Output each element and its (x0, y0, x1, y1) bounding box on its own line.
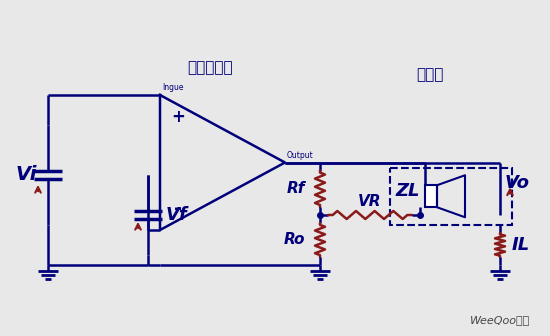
Text: VR: VR (358, 194, 382, 209)
Bar (390, 168, 512, 225)
Text: -: - (174, 199, 182, 217)
Text: 扬声器: 扬声器 (416, 68, 444, 83)
Text: +: + (171, 108, 185, 126)
Text: 功率放大器: 功率放大器 (187, 60, 233, 76)
Text: Vi: Vi (15, 166, 37, 184)
Bar (425, 185, 437, 207)
Text: Vo: Vo (505, 173, 530, 192)
Text: Ro: Ro (283, 233, 305, 248)
Text: Output: Output (287, 151, 314, 160)
Text: IL: IL (512, 236, 530, 254)
Text: WeeQoo维库: WeeQoo维库 (470, 315, 530, 325)
Text: ZL: ZL (395, 182, 420, 200)
Text: Vf: Vf (166, 206, 188, 224)
Text: Rf: Rf (287, 181, 305, 196)
Text: Ingue: Ingue (162, 83, 184, 92)
